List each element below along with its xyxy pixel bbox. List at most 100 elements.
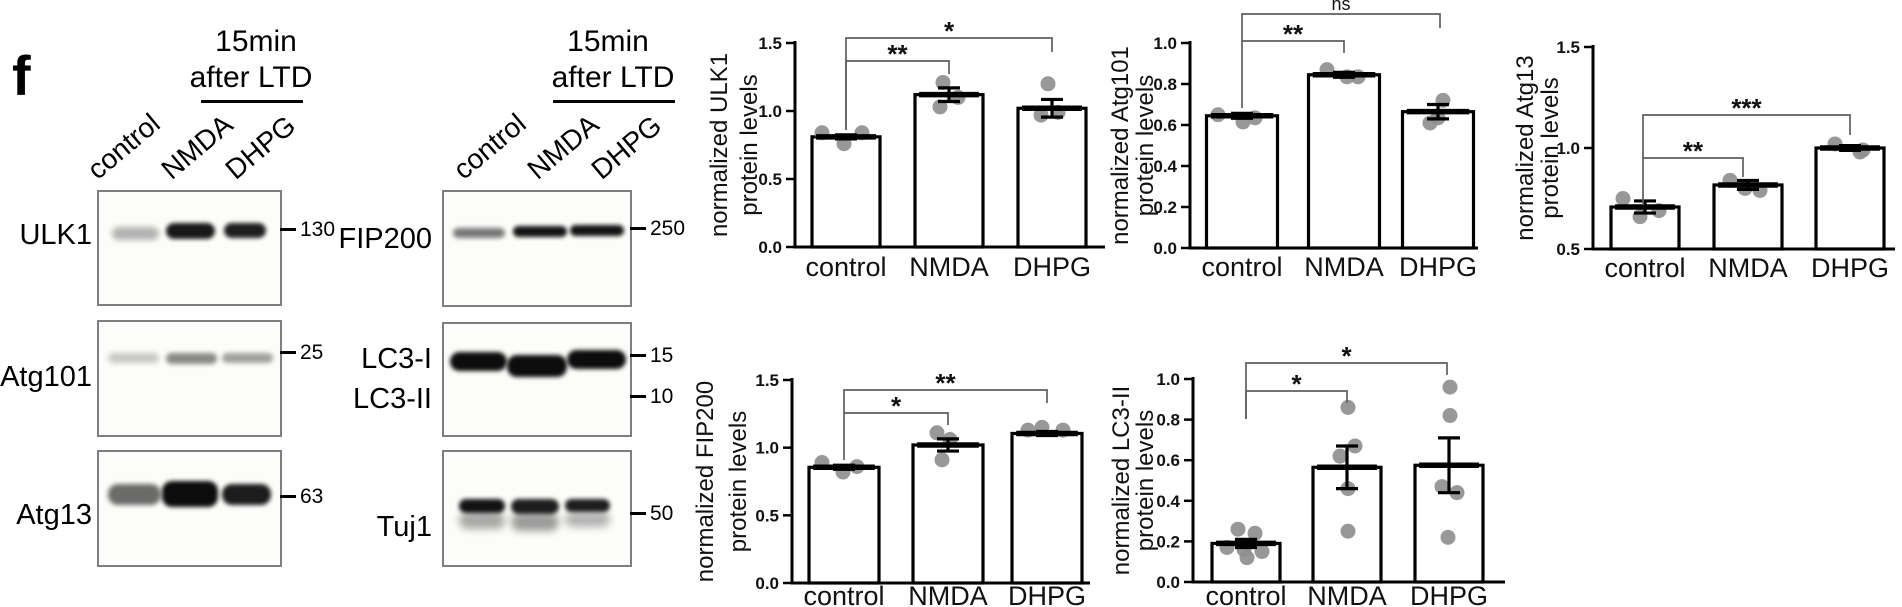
- marker-15: 15: [650, 344, 674, 367]
- protein-band: [165, 352, 217, 364]
- category-label: control: [1201, 252, 1282, 282]
- y-tick-label: 0.2: [1156, 532, 1180, 551]
- data-point: [814, 455, 830, 471]
- data-point: [934, 452, 950, 468]
- data-point: [1055, 422, 1071, 438]
- y-tick-label: 1.0: [758, 102, 782, 121]
- protein-label-tuj1: Tuj1: [376, 511, 432, 543]
- data-point: [1440, 529, 1456, 545]
- bar: [1016, 106, 1088, 249]
- marker-tick: [280, 495, 296, 498]
- category-label: DHPG: [1008, 581, 1086, 607]
- protein-band: [570, 224, 625, 237]
- y-axis-label: normalized ULK1: [706, 53, 733, 237]
- data-point: [1332, 448, 1348, 464]
- data-point: [1722, 172, 1738, 188]
- protein-label-ulk1: ULK1: [19, 219, 92, 251]
- data-point: [1615, 191, 1631, 206]
- protein-band: [458, 511, 506, 529]
- data-point: [1632, 209, 1648, 225]
- treatment-header-line1: 15min: [215, 25, 297, 58]
- y-tick-label: 0.0: [758, 238, 782, 257]
- y-axis-label: protein levels: [725, 411, 752, 552]
- protein-band: [512, 225, 567, 238]
- data-point: [1254, 544, 1270, 560]
- data-point: [1435, 92, 1451, 108]
- significance-label: **: [1683, 136, 1704, 166]
- category-label: NMDA: [909, 252, 989, 282]
- category-label: DHPG: [1013, 252, 1091, 282]
- lane-label-dhpg: DHPG: [585, 109, 668, 186]
- bar: [1210, 541, 1282, 584]
- y-tick-label: 1.0: [1156, 370, 1180, 389]
- significance-bracket: [1642, 114, 1851, 158]
- y-axis-label: protein levels: [1537, 77, 1564, 218]
- panel-label: f: [12, 44, 31, 107]
- marker-25: 25: [300, 341, 324, 364]
- data-point: [1347, 438, 1363, 454]
- blot-ulk1: [97, 190, 282, 306]
- bar: [1814, 146, 1886, 251]
- protein-band: [510, 499, 560, 515]
- lane-label-dhpg: DHPG: [219, 109, 302, 186]
- marker-tick: [280, 351, 296, 354]
- y-tick-label: 0.5: [1556, 240, 1580, 259]
- category-label: DHPG: [1399, 252, 1477, 282]
- significance-label: ***: [1731, 93, 1762, 123]
- significance-label: *: [1341, 341, 1352, 371]
- data-point: [1430, 110, 1446, 126]
- y-axis-label: normalized FIP200: [692, 381, 719, 582]
- y-tick-label: 0.2: [1153, 198, 1177, 217]
- data-point: [1230, 521, 1246, 537]
- category-label: control: [803, 581, 884, 607]
- significance-label: *: [1291, 369, 1302, 399]
- protein-band: [566, 349, 627, 370]
- significance-bracket: [1245, 362, 1448, 419]
- significance-label: **: [935, 368, 956, 398]
- y-tick-label: 0.5: [758, 170, 782, 189]
- data-point: [1752, 182, 1768, 198]
- protein-band: [564, 511, 610, 527]
- marker-130: 130: [300, 218, 336, 241]
- data-point: [1852, 144, 1868, 160]
- y-tick-label: 0.0: [755, 574, 779, 593]
- data-point: [1442, 408, 1458, 424]
- protein-band: [111, 226, 159, 241]
- significance-bracket: [843, 389, 1048, 413]
- bar: [1609, 205, 1681, 251]
- data-point: [1422, 115, 1438, 131]
- protein-band: [108, 352, 159, 363]
- data-point: [929, 425, 945, 441]
- category-label: DHPG: [1811, 253, 1889, 283]
- bar: [807, 465, 881, 585]
- axis-line: [790, 378, 1090, 585]
- header-underline: [201, 100, 303, 103]
- category-label: DHPG: [1410, 581, 1488, 607]
- significance-label: **: [887, 39, 908, 69]
- blot-lc3: [442, 322, 632, 437]
- lane-label-control: control: [81, 107, 166, 186]
- bar: [810, 135, 882, 249]
- axis-line: [1188, 41, 1478, 250]
- lane-label-nmda: NMDA: [155, 108, 239, 186]
- treatment-header-line2: after LTD: [189, 61, 313, 94]
- data-point: [1050, 104, 1066, 120]
- protein-label-lc3ii: LC3-II: [353, 383, 432, 415]
- blot-fip200: [442, 190, 632, 307]
- y-tick-label: 1.0: [755, 439, 779, 458]
- data-point: [1040, 76, 1056, 92]
- significance-label: **: [1283, 19, 1304, 49]
- marker-tick: [630, 395, 646, 398]
- axis-line: [793, 41, 1105, 249]
- data-point: [932, 99, 948, 115]
- category-label: control: [1604, 253, 1685, 283]
- y-axis-label: normalized Atg101: [1107, 46, 1134, 245]
- protein-band: [510, 513, 560, 532]
- bar: [1306, 73, 1382, 250]
- data-point: [1236, 542, 1252, 558]
- y-axis-label: normalized LC3-II: [1108, 386, 1135, 575]
- data-point: [935, 74, 951, 90]
- bar: [1204, 114, 1280, 250]
- bar: [913, 93, 985, 249]
- data-point: [1033, 107, 1049, 123]
